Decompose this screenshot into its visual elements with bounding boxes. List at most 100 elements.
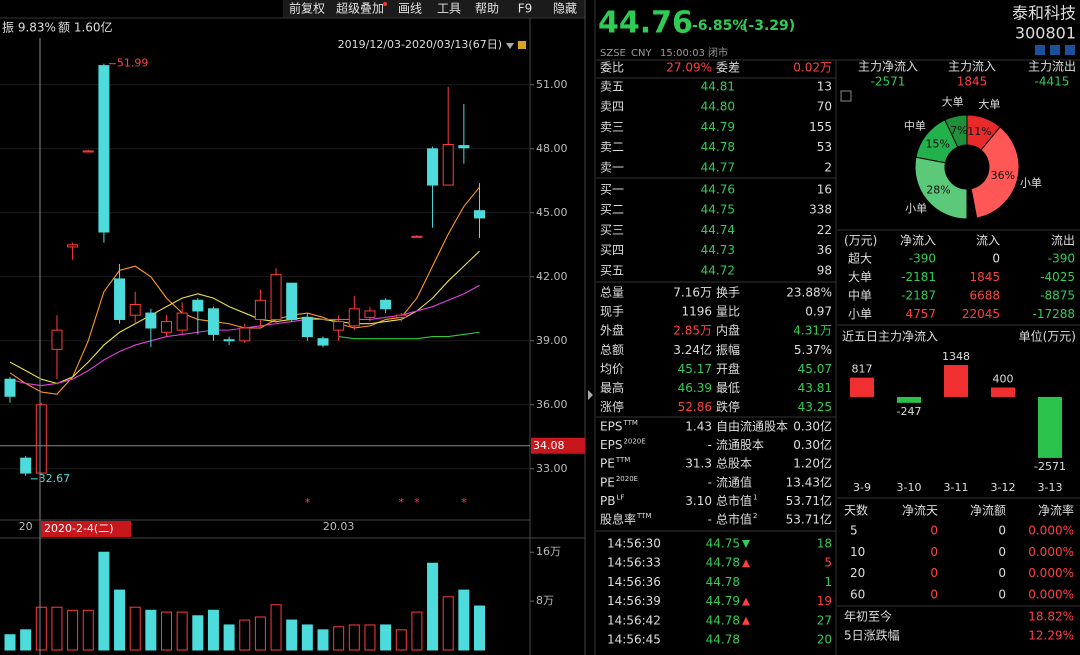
collapse-arrow[interactable] [588, 390, 593, 400]
candle-body [192, 299, 204, 312]
perf-value: 12.29% [1028, 629, 1074, 643]
bar-value: 400 [993, 372, 1014, 385]
toolbar-button[interactable]: 前复权 [289, 1, 325, 16]
lock-icon[interactable] [518, 41, 526, 49]
volume-bar [129, 606, 141, 651]
table-cell: 5 [850, 524, 858, 538]
icon[interactable] [1050, 45, 1060, 55]
pie-percent: 11% [967, 125, 991, 138]
icon[interactable] [1035, 45, 1045, 55]
volume-bar [395, 629, 407, 651]
diff: 0.02万 [793, 61, 832, 75]
table-header: 净流入 [900, 234, 936, 248]
volume-bar [35, 606, 47, 651]
bar [944, 365, 968, 397]
fund-value: 1.43 [685, 420, 712, 434]
table-cell: 0.000% [1028, 524, 1074, 538]
fund-label: EPS [600, 420, 622, 434]
fund-value: 53.71亿 [786, 493, 832, 508]
bar-value: 1348 [942, 350, 970, 363]
volume-bar [411, 611, 423, 651]
stat-label: 最高 [600, 380, 624, 395]
toolbar-button[interactable]: 工具 [437, 2, 461, 16]
table-cell: 0 [998, 545, 1006, 559]
flow-header: 主力流出 [1028, 60, 1076, 74]
table-header: 净流额 [970, 504, 1006, 518]
stat-value: 3.24亿 [673, 342, 712, 357]
toolbar-button[interactable]: 隐藏 [553, 2, 577, 16]
candle-body [4, 378, 16, 397]
fund-value: 53.71亿 [786, 512, 832, 527]
book-label: 买三 [600, 223, 624, 237]
fund-label: 流通股本 [716, 438, 764, 452]
table-cell: 4757 [905, 307, 936, 321]
bar [991, 387, 1015, 397]
y-tick-label: 51.00 [536, 78, 568, 91]
change-percent: -6.85% [692, 18, 746, 34]
dropdown-arrow[interactable] [506, 43, 514, 49]
stat-value: 1196 [681, 305, 712, 319]
event-marker: * [399, 496, 405, 509]
book-label: 卖一 [600, 160, 624, 174]
crosshair-price-box [531, 437, 585, 454]
y-tick-label: 42.00 [536, 270, 568, 283]
volume-bar [270, 604, 282, 651]
stat-label: 量比 [716, 305, 740, 319]
book-price: 44.77 [701, 160, 735, 174]
toolbar-button[interactable]: F9 [518, 2, 533, 16]
quote-meta: CNY [631, 48, 652, 59]
table-header: 天数 [844, 503, 868, 518]
table-header: 流出 [1051, 234, 1075, 248]
candle-body [411, 235, 423, 238]
pie-percent: 36% [991, 169, 1015, 182]
y-tick-label: 45.00 [536, 206, 568, 219]
volume-bar [301, 624, 313, 651]
toolbar-button[interactable]: 画线 [398, 2, 422, 16]
stat-label: 总量 [600, 286, 624, 300]
table-cell: 20 [850, 566, 865, 580]
stat-label: 涨停 [600, 399, 624, 414]
pie-category: 小单 [1020, 176, 1042, 189]
volume-bar [333, 626, 345, 651]
help-icon[interactable] [840, 90, 852, 102]
amplitude: 振 9.83% [2, 21, 56, 35]
stat-label: 现手 [600, 305, 624, 319]
book-label: 卖四 [600, 100, 624, 114]
pie-category: 中单 [904, 120, 926, 133]
change: (-3.29) [742, 18, 795, 34]
turnover: 额 1.60亿 [58, 20, 113, 35]
volume-bar [254, 616, 266, 651]
volume-bar [380, 624, 392, 651]
table-cell: 10 [850, 545, 865, 559]
book-volume: 2 [824, 160, 832, 174]
trade-arrow [742, 540, 750, 548]
candle-body [35, 404, 47, 474]
pie-percent: 28% [926, 184, 950, 197]
stat-value: 5.37% [794, 343, 832, 357]
stat-value: 7.16万 [673, 286, 712, 300]
volume-bar [207, 609, 219, 651]
stat-value: 2.85万 [673, 324, 712, 338]
trade-volume: 18 [817, 537, 832, 551]
perf-value: 18.82% [1028, 610, 1074, 624]
icon[interactable] [1065, 45, 1075, 55]
candle-body [286, 282, 298, 320]
y-tick-label: 48.00 [536, 142, 568, 155]
candle-body [380, 299, 392, 310]
toolbar-button[interactable]: 帮助 [475, 2, 499, 16]
toolbar-button[interactable]: 超级叠加 [336, 1, 384, 16]
fund-label: 总市值 [716, 512, 752, 527]
book-label: 卖二 [600, 140, 624, 154]
fund-value: 13.43亿 [786, 474, 832, 489]
book-volume: 13 [817, 80, 832, 94]
notification-dot [383, 2, 387, 6]
book-volume: 36 [817, 243, 832, 257]
volume-bar [442, 596, 454, 651]
book-price: 44.81 [701, 80, 735, 94]
table-cell: 0 [998, 524, 1006, 538]
fund-label: PE [600, 457, 615, 471]
book-price: 44.80 [701, 100, 735, 114]
trade-time: 14:56:42 [607, 613, 661, 627]
